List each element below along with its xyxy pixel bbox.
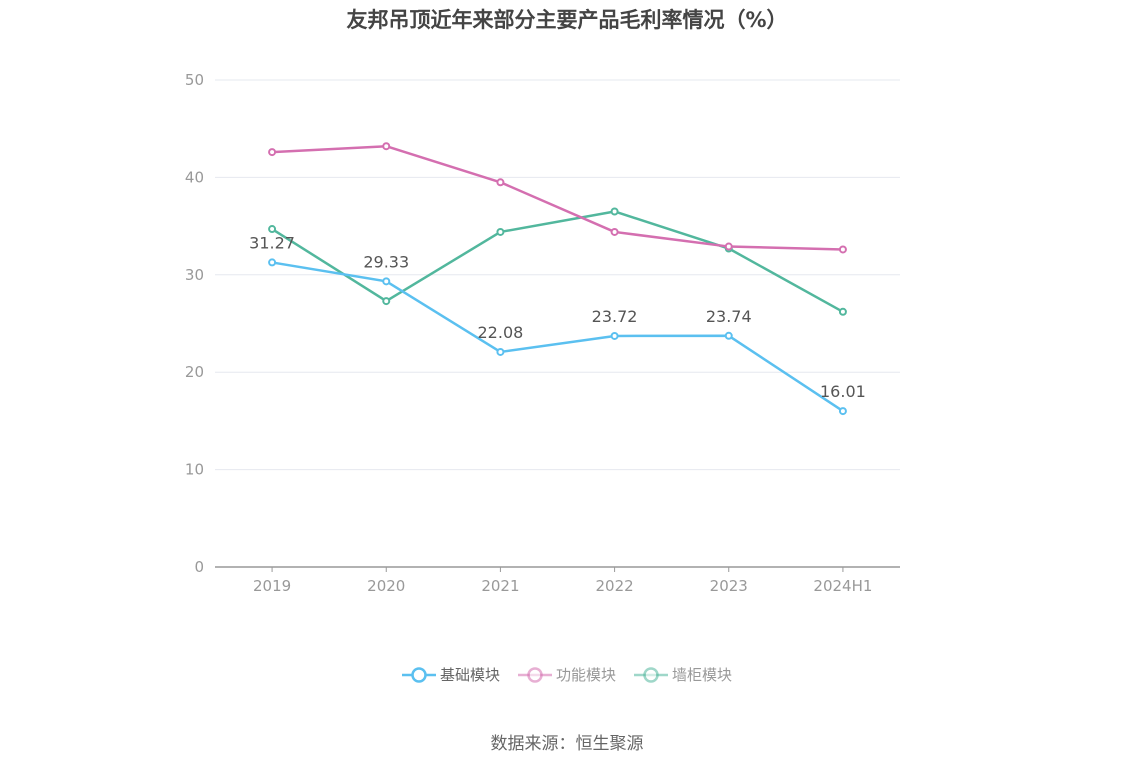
data-label: 29.33 bbox=[363, 252, 409, 271]
data-label: 23.72 bbox=[592, 307, 638, 326]
legend-item[interactable]: 墙柜模块 bbox=[634, 664, 732, 685]
legend-item[interactable]: 功能模块 bbox=[517, 664, 616, 685]
legend-marker-icon bbox=[517, 666, 552, 683]
data-point bbox=[382, 277, 391, 286]
legend-label: 功能模块 bbox=[555, 666, 616, 684]
data-point bbox=[268, 258, 277, 267]
legend-label: 基础模块 bbox=[439, 666, 500, 684]
data-point bbox=[838, 407, 847, 416]
y-tick-label: 20 bbox=[185, 363, 204, 381]
data-point bbox=[610, 207, 619, 216]
legend-item[interactable]: 基础模块 bbox=[401, 664, 500, 685]
data-point bbox=[724, 331, 733, 340]
data-point bbox=[496, 227, 505, 236]
series-line bbox=[271, 210, 844, 313]
y-tick-label: 50 bbox=[185, 71, 204, 89]
legend: 基础模块 功能模块 墙柜模块 bbox=[0, 664, 1134, 685]
x-tick-label: 2022 bbox=[595, 577, 633, 595]
legend-marker-icon bbox=[634, 666, 668, 683]
y-tick-label: 40 bbox=[185, 168, 204, 186]
x-tick-label: 2021 bbox=[481, 577, 519, 595]
data-point bbox=[610, 227, 619, 236]
data-point bbox=[382, 297, 391, 306]
series-line bbox=[271, 261, 844, 413]
x-tick-label: 2019 bbox=[253, 577, 291, 595]
data-point bbox=[724, 242, 733, 251]
data-point bbox=[496, 178, 505, 187]
data-point bbox=[268, 148, 277, 157]
x-tick-label: 2024H1 bbox=[813, 577, 872, 595]
data-label: 22.08 bbox=[478, 323, 524, 342]
data-point bbox=[610, 331, 619, 340]
data-point bbox=[268, 225, 277, 234]
source-note: 数据来源：恒生聚源 bbox=[490, 734, 644, 754]
legend-marker-icon bbox=[401, 666, 436, 683]
chart-title: 友邦吊顶近年来部分主要产品毛利率情况（%） bbox=[346, 8, 788, 32]
data-label: 31.27 bbox=[249, 233, 295, 252]
data-label: 16.01 bbox=[820, 382, 866, 401]
data-point bbox=[382, 142, 391, 151]
y-tick-label: 10 bbox=[185, 461, 204, 479]
x-tick-label: 2020 bbox=[367, 577, 405, 595]
data-label: 23.74 bbox=[706, 307, 752, 326]
series-line bbox=[272, 144, 843, 251]
data-point bbox=[496, 347, 505, 356]
x-tick-label: 2023 bbox=[710, 577, 748, 595]
data-point bbox=[838, 307, 847, 316]
legend-label: 墙柜模块 bbox=[672, 666, 733, 684]
y-tick-label: 0 bbox=[194, 558, 204, 576]
data-point bbox=[838, 245, 847, 254]
y-tick-label: 30 bbox=[185, 266, 204, 284]
